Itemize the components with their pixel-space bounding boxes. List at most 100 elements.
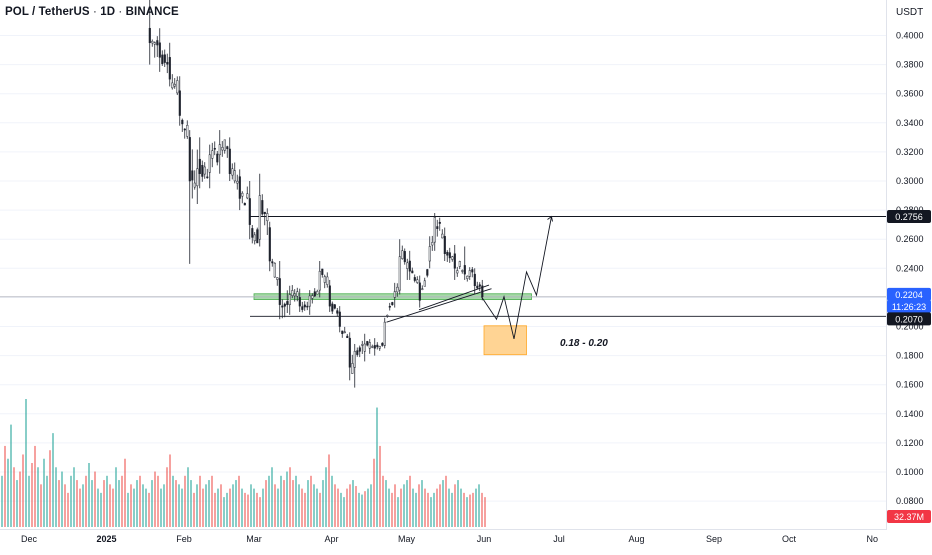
volume-bar: [187, 467, 189, 527]
volume-bar: [82, 484, 84, 527]
price-tick-label: 0.2000: [896, 322, 924, 332]
time-axis[interactable]: Dec 2025 Feb Mar Apr May Jun Jul Aug Sep Oct No: [21, 534, 878, 544]
volume-bar: [100, 492, 102, 527]
candle: [368, 342, 371, 349]
volume-bar: [46, 475, 48, 527]
candle: [308, 295, 311, 307]
volume-bar: [160, 488, 162, 527]
volume-bar: [118, 480, 120, 527]
volume-bar: [436, 488, 438, 527]
volume-bar: [52, 433, 54, 527]
zone-orange: [483, 325, 527, 356]
candle: [163, 54, 166, 63]
volume-bar: [439, 484, 441, 527]
candle: [433, 217, 436, 243]
volume-bar: [301, 488, 303, 527]
candle: [383, 321, 386, 346]
volume-bar: [421, 480, 423, 527]
volume-bar: [286, 471, 288, 527]
volume-bar: [73, 467, 75, 527]
price-tick-label: 0.2600: [896, 234, 924, 244]
volume-bar: [427, 492, 429, 527]
volume-bar: [325, 467, 327, 527]
candle: [213, 148, 216, 150]
date-tick-label: Jun: [477, 534, 492, 544]
volume-bar: [163, 484, 165, 527]
price-tick-label: 0.3200: [896, 147, 924, 157]
price-tick-label: 0.3800: [896, 60, 924, 70]
volume-bar: [109, 484, 111, 527]
volume-bar: [226, 492, 228, 527]
volume-bar: [367, 488, 369, 527]
candle: [378, 346, 381, 349]
candle: [398, 256, 401, 291]
candle: [211, 150, 214, 159]
candle: [276, 277, 279, 280]
volume-bar: [169, 454, 171, 527]
candle: [251, 228, 254, 238]
volume-bar: [13, 467, 15, 527]
candle: [258, 195, 261, 240]
candle: [148, 27, 151, 44]
date-tick-label: 2025: [96, 534, 116, 544]
volume-bar: [259, 497, 261, 527]
candle: [321, 268, 324, 275]
volume-bar: [1, 475, 3, 527]
resistance-price-badge-label: 0.2756: [895, 212, 923, 222]
volume-bar: [127, 492, 129, 527]
volume-bar: [178, 484, 180, 527]
volume-bar: [16, 480, 18, 527]
volume-bar: [124, 458, 126, 527]
volume-bar: [466, 497, 468, 527]
volume-bar: [469, 494, 471, 527]
candle: [371, 346, 374, 348]
candle: [293, 293, 296, 297]
volume-bar: [103, 480, 105, 527]
volume-bar: [193, 492, 195, 527]
volume-bar: [145, 488, 147, 527]
volume-bar: [121, 475, 123, 527]
volume-bar: [475, 488, 477, 527]
candle: [338, 311, 341, 327]
volume-bar: [334, 484, 336, 527]
candle: [158, 42, 161, 58]
candle: [286, 301, 289, 305]
volume-bar: [10, 424, 12, 527]
volume-bar: [94, 471, 96, 527]
volume-bar: [19, 471, 21, 527]
price-tick-label: 0.2400: [896, 263, 924, 273]
volume-bar: [481, 492, 483, 527]
volume-bar: [214, 492, 216, 527]
volume-bar: [115, 467, 117, 527]
projection-arrow-head: [547, 215, 553, 222]
volume-bar: [229, 488, 231, 527]
candle: [261, 200, 264, 215]
volume-bar: [445, 475, 447, 527]
volume-bar: [139, 475, 141, 527]
volume-bar: [142, 484, 144, 527]
volume-bar: [289, 467, 291, 527]
volume-bar: [484, 497, 486, 527]
date-tick-label: Aug: [628, 534, 644, 544]
symbol-title: POL / TetherUS · 1D · BINANCE: [5, 6, 179, 18]
volume-bar: [373, 458, 375, 527]
volume-bar: [268, 475, 270, 527]
volume-bar: [340, 492, 342, 527]
candle: [166, 62, 169, 65]
volume-bar: [154, 471, 156, 527]
candle: [208, 154, 211, 173]
volume-bar: [433, 492, 435, 527]
volume-bars: [1, 399, 486, 527]
candle: [373, 345, 376, 349]
volume-bar: [283, 480, 285, 527]
candle: [416, 279, 419, 283]
candle: [151, 40, 154, 44]
volume-bar: [64, 484, 66, 527]
candle: [283, 303, 286, 307]
candle: [353, 350, 356, 368]
candle: [198, 158, 201, 174]
volume-bar: [181, 488, 183, 527]
support-price-badge: [887, 312, 931, 326]
